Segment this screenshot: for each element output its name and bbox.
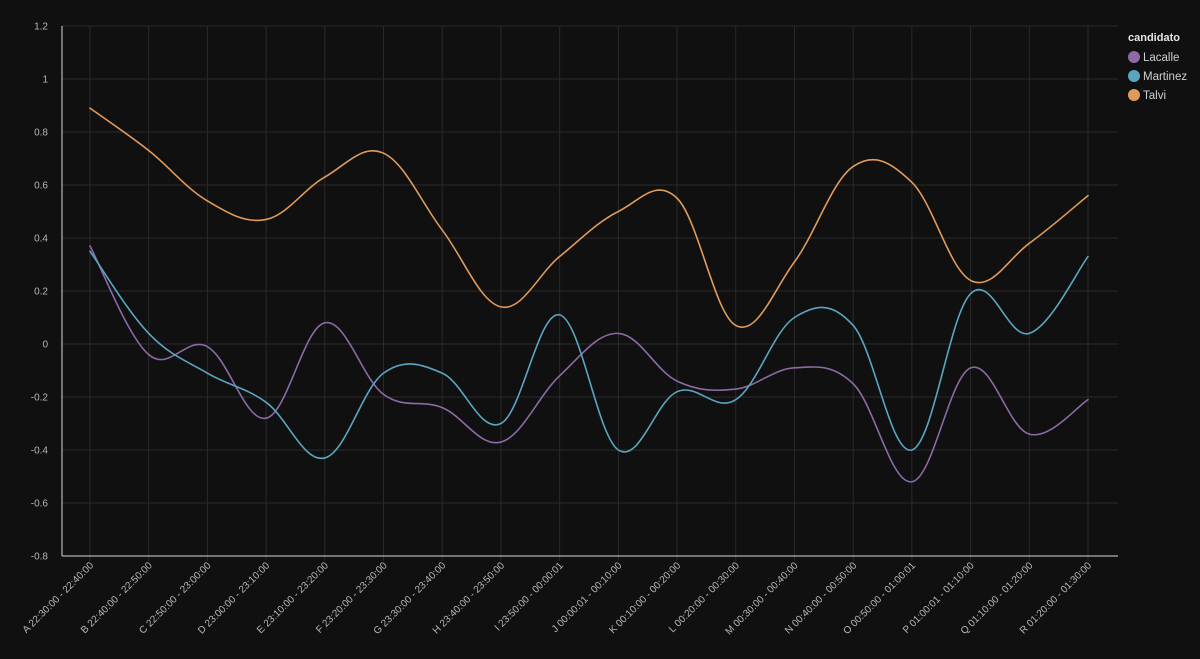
legend-title: candidato	[1128, 32, 1180, 44]
legend-item-lacalle[interactable]: Lacalle	[1128, 51, 1179, 64]
y-tick-label: 1	[42, 75, 48, 86]
grid	[62, 25, 1118, 561]
legend-item-talvi[interactable]: Talvi	[1128, 89, 1166, 102]
y-tick-label: 0.8	[34, 128, 48, 139]
axes	[61, 26, 1118, 557]
series-line-lacalle[interactable]	[89, 245, 1089, 483]
legend-swatch-icon	[1128, 70, 1140, 82]
y-tick-label: -0.8	[31, 552, 49, 563]
legend-label: Martinez	[1143, 71, 1187, 83]
x-axis-ticks: A 22:30:00 - 22:40:00B 22:40:00 - 22:50:…	[21, 560, 1095, 637]
y-tick-label: 0.4	[34, 234, 48, 245]
legend-swatch-icon	[1128, 89, 1140, 101]
legend-item-martinez[interactable]: Martinez	[1128, 70, 1187, 83]
legend-label: Talvi	[1143, 90, 1166, 102]
y-tick-label: -0.2	[31, 393, 49, 404]
y-tick-label: 1.2	[34, 22, 48, 33]
legend[interactable]: candidato Lacalle Martinez Talvi	[1128, 32, 1187, 102]
legend-swatch-icon	[1128, 51, 1140, 63]
y-tick-label: -0.4	[31, 446, 49, 457]
series-group	[89, 107, 1089, 483]
y-axis-ticks: -0.8 -0.6 -0.4 -0.2 0 0.2 0.4 0.6 0.8 1 1.2	[31, 22, 49, 563]
y-tick-label: 0	[42, 340, 48, 351]
y-tick-label: 0.6	[34, 181, 48, 192]
series-line-talvi[interactable]	[89, 107, 1089, 328]
series-line-martinez[interactable]	[89, 250, 1089, 459]
legend-items[interactable]: Lacalle Martinez Talvi	[1128, 51, 1187, 102]
legend-label: Lacalle	[1143, 52, 1179, 64]
y-tick-label: 0.2	[34, 287, 48, 298]
y-tick-label: -0.6	[31, 499, 49, 510]
